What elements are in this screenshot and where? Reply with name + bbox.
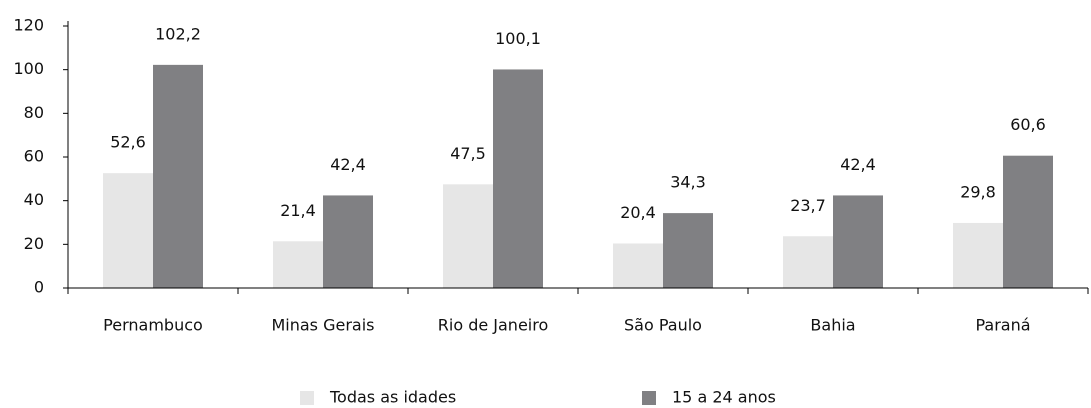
y-tick-label: 120 bbox=[13, 16, 44, 35]
legend-swatch bbox=[642, 391, 656, 405]
value-label: 52,6 bbox=[110, 133, 146, 152]
bar bbox=[1003, 155, 1053, 288]
x-tick-label: Minas Gerais bbox=[271, 316, 374, 335]
bar bbox=[443, 184, 493, 288]
legend-swatch bbox=[300, 391, 314, 405]
x-tick-label: Paraná bbox=[975, 316, 1030, 335]
value-label: 60,6 bbox=[1010, 115, 1046, 134]
value-label: 21,4 bbox=[280, 201, 316, 220]
bar bbox=[153, 64, 203, 288]
bar bbox=[323, 195, 373, 288]
bar bbox=[273, 241, 323, 288]
y-tick-label: 40 bbox=[24, 190, 44, 209]
y-tick-label: 100 bbox=[13, 59, 44, 78]
bar bbox=[833, 195, 883, 288]
x-tick-label: Rio de Janeiro bbox=[438, 316, 549, 335]
x-tick-label: Pernambuco bbox=[103, 316, 203, 335]
y-tick-label: 60 bbox=[24, 147, 44, 166]
y-tick-label: 20 bbox=[24, 234, 44, 253]
value-label: 47,5 bbox=[450, 144, 486, 163]
y-tick-label: 0 bbox=[34, 278, 44, 297]
legend-label: Todas as idades bbox=[329, 388, 456, 407]
bar bbox=[953, 222, 1003, 288]
legend-label: 15 a 24 anos bbox=[672, 388, 776, 407]
bar bbox=[493, 69, 543, 288]
bar bbox=[663, 213, 713, 288]
value-label: 42,4 bbox=[840, 155, 876, 174]
value-label: 100,1 bbox=[495, 29, 541, 48]
bar bbox=[103, 173, 153, 288]
bar bbox=[783, 236, 833, 288]
value-label: 34,3 bbox=[670, 173, 706, 192]
value-label: 102,2 bbox=[155, 24, 201, 43]
value-label: 42,4 bbox=[330, 155, 366, 174]
value-label: 29,8 bbox=[960, 182, 996, 201]
value-label: 23,7 bbox=[790, 196, 826, 215]
x-tick-label: Bahia bbox=[810, 316, 855, 335]
x-tick-label: São Paulo bbox=[624, 316, 702, 335]
value-label: 20,4 bbox=[620, 203, 656, 222]
y-tick-label: 80 bbox=[24, 103, 44, 122]
bar bbox=[613, 243, 663, 288]
